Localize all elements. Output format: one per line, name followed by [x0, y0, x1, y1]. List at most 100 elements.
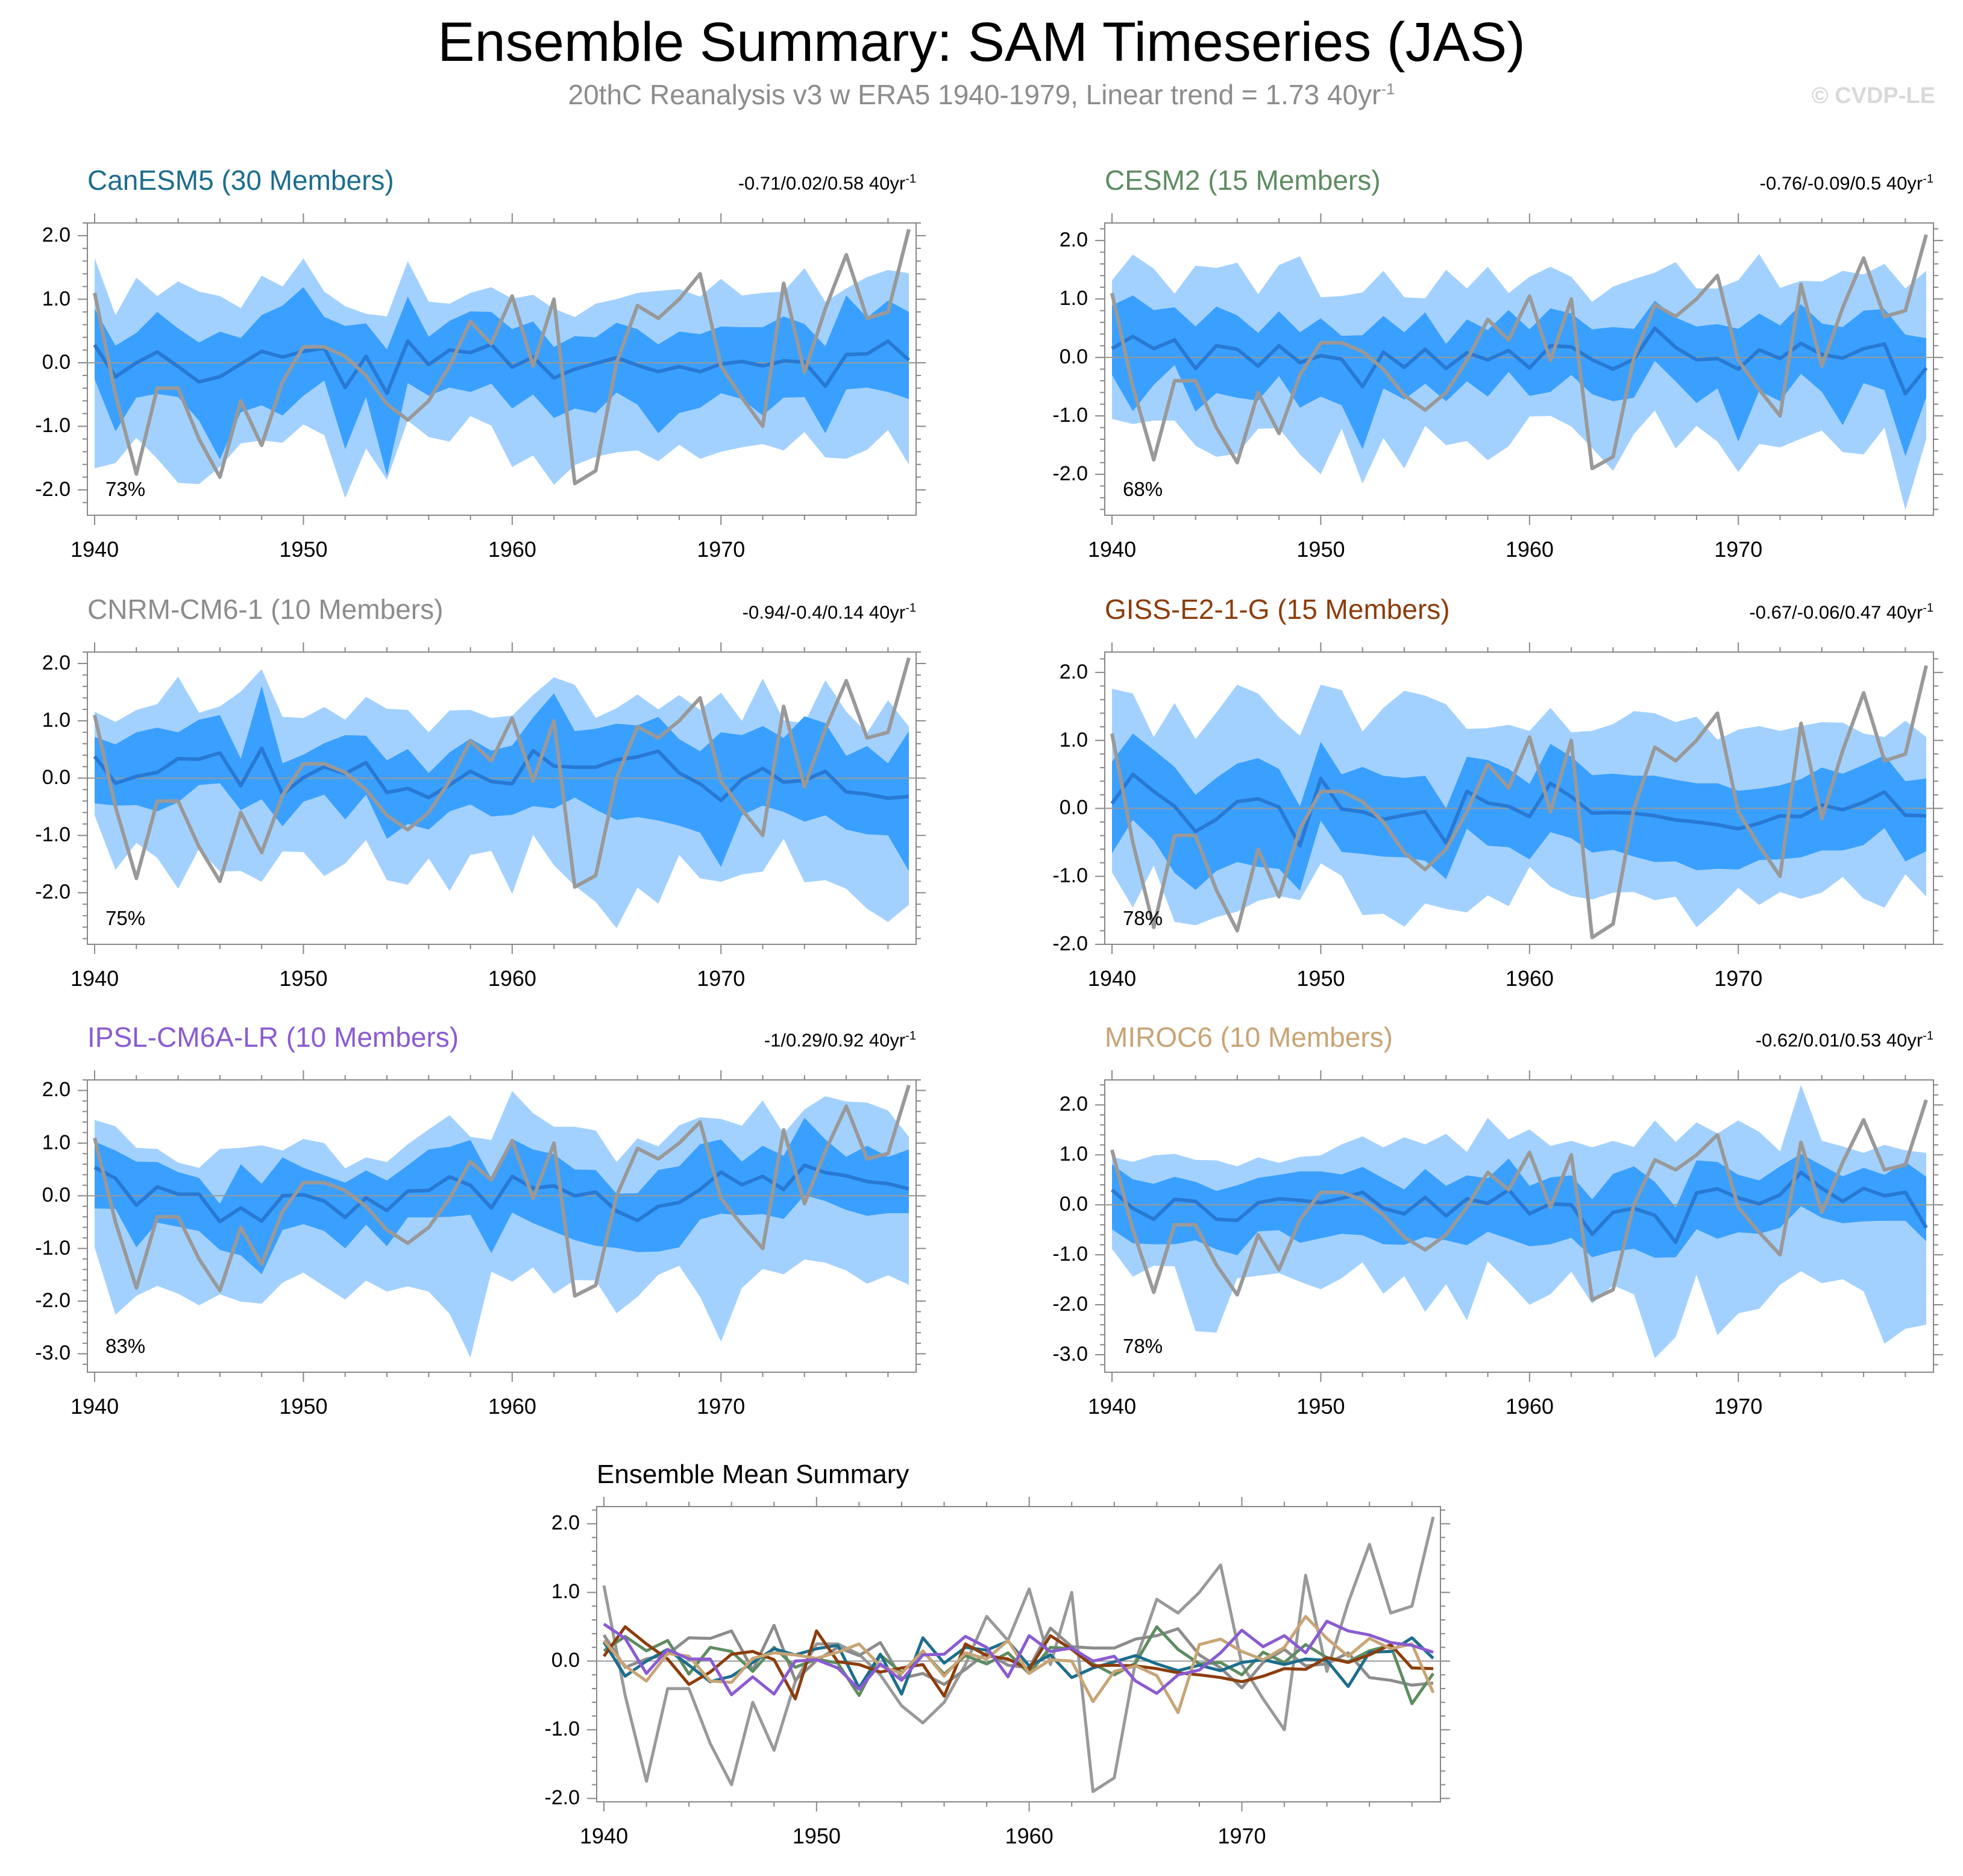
plot-frame — [87, 651, 917, 945]
trend-sup: -1 — [1923, 172, 1933, 186]
panel-percent: 75% — [105, 907, 146, 929]
x-tick-label: 1940 — [1088, 1394, 1137, 1419]
x-tick-label: 1950 — [279, 537, 328, 562]
x-tick-label: 1960 — [488, 537, 536, 562]
panel-trend-stats: -0.94/-0.4/0.14 40yr-1 — [743, 601, 916, 623]
y-tick-label: 2.0 — [42, 651, 71, 675]
y-tick-label: -3.0 — [35, 1341, 71, 1365]
inner-range-band — [1112, 295, 1926, 456]
y-tick-label: 1.0 — [1059, 287, 1088, 310]
trend-text: -0.94/-0.4/0.14 40yr — [742, 601, 906, 623]
x-tick-label: 1970 — [1714, 537, 1763, 562]
plot-frame — [1104, 1079, 1934, 1373]
y-tick-label: 2.0 — [42, 1078, 71, 1102]
figure-subtitle: 20thC Reanalysis v3 w ERA5 1940-1979, Li… — [0, 78, 1963, 111]
panel-title: CNRM-CM6-1 (10 Members) — [87, 594, 444, 625]
y-tick-label: 1.0 — [42, 287, 71, 310]
y-tick-label: 1.0 — [551, 1580, 580, 1604]
y-tick-label: -2.0 — [544, 1786, 580, 1810]
x-tick-label: 1960 — [1505, 1394, 1554, 1419]
trend-sup: -1 — [1923, 601, 1933, 615]
x-tick-label: 1970 — [697, 1394, 746, 1419]
x-tick-label: 1970 — [1714, 1394, 1763, 1419]
panel-axes-4 — [78, 1070, 926, 1382]
panel-title: MIROC6 (10 Members) — [1105, 1021, 1393, 1053]
x-tick-label: 1940 — [71, 1394, 119, 1419]
x-tick-label: 1950 — [792, 1824, 841, 1848]
trend-text: -0.62/0.01/0.53 40yr — [1755, 1029, 1923, 1051]
x-tick-label: 1950 — [279, 966, 328, 991]
x-tick-label: 1940 — [580, 1824, 629, 1848]
figure-subtitle-sup: -1 — [1381, 80, 1395, 98]
trend-text: -0.76/-0.09/0.5 40yr — [1759, 172, 1923, 194]
x-tick-label: 1950 — [279, 1394, 328, 1419]
trend-text: -1/0.29/0.92 40yr — [764, 1029, 906, 1051]
observation-line — [1110, 234, 1928, 471]
panel-percent: 78% — [1123, 907, 1163, 929]
x-tick-label: 1970 — [1217, 1824, 1266, 1848]
panel-axes-6 — [587, 1497, 1450, 1812]
trend-text: -0.71/0.02/0.58 40yr — [738, 172, 906, 194]
y-tick-label: -1.0 — [35, 1236, 71, 1260]
ensemble-mean-line — [1111, 1170, 1928, 1244]
y-tick-label: -3.0 — [1052, 1342, 1088, 1366]
y-tick-label: 2.0 — [1059, 660, 1088, 683]
x-tick-label: 1960 — [488, 1394, 536, 1419]
panel-title: IPSL-CM6A-LR (10 Members) — [87, 1021, 459, 1053]
figure-title: Ensemble Summary: SAM Timeseries (JAS) — [438, 11, 1525, 73]
ensemble-mean-line — [1110, 773, 1927, 848]
y-tick-label: -1.0 — [1052, 864, 1088, 888]
y-tick-label: 1.0 — [1059, 1143, 1088, 1166]
panel-trend-stats: -0.62/0.01/0.53 40yr-1 — [1756, 1029, 1933, 1051]
y-tick-label: 1.0 — [1059, 728, 1088, 751]
inner-range-band — [1112, 1153, 1926, 1258]
y-tick-label: 0.0 — [1059, 345, 1088, 369]
figure-subtitle-text: 20thC Reanalysis v3 w ERA5 1940-1979, Li… — [568, 79, 1381, 110]
y-tick-label: 1.0 — [42, 1131, 71, 1154]
x-tick-label: 1940 — [1088, 966, 1137, 991]
y-tick-label: -1.0 — [35, 823, 71, 847]
y-tick-label: -2.0 — [35, 1289, 71, 1313]
x-tick-label: 1970 — [697, 966, 746, 991]
panel-trend-stats: -0.67/-0.06/0.47 40yr-1 — [1749, 601, 1933, 623]
summary-title: Ensemble Mean Summary — [597, 1460, 909, 1489]
y-tick-label: -1.0 — [1052, 404, 1088, 427]
summary-line-ipsl-cm6a-lr — [603, 1619, 1434, 1696]
trend-sup: -1 — [905, 172, 916, 186]
trend-sup: -1 — [905, 601, 916, 615]
y-tick-label: -1.0 — [544, 1718, 580, 1741]
y-tick-label: -2.0 — [1052, 462, 1088, 486]
summary-line-giss-e2-1-g — [602, 1625, 1434, 1701]
y-tick-label: -2.0 — [1052, 932, 1088, 955]
panel-trend-stats: -1/0.29/0.92 40yr-1 — [764, 1029, 916, 1051]
inner-range-band — [95, 287, 909, 476]
y-tick-label: 0.0 — [1059, 796, 1088, 820]
observation-line — [93, 228, 911, 486]
x-tick-label: 1960 — [1505, 537, 1554, 562]
observation-line — [93, 657, 911, 889]
y-tick-label: 2.0 — [1059, 1093, 1088, 1116]
y-tick-label: -1.0 — [35, 414, 71, 438]
panel-axes-1 — [1095, 213, 1943, 525]
observation-line — [1110, 665, 1928, 940]
y-tick-label: 2.0 — [1059, 228, 1088, 252]
panel-trend-stats: -0.76/-0.09/0.5 40yr-1 — [1760, 172, 1933, 194]
y-tick-label: 0.0 — [1059, 1193, 1088, 1216]
plot-frame — [87, 1079, 917, 1373]
x-tick-label: 1950 — [1296, 1394, 1345, 1419]
y-tick-label: 0.0 — [551, 1649, 580, 1672]
panel-percent: 68% — [1123, 478, 1163, 500]
y-tick-label: 0.0 — [42, 766, 71, 789]
panel-axes-5 — [1095, 1070, 1943, 1382]
y-tick-label: 2.0 — [551, 1511, 580, 1535]
panel-title: CESM2 (15 Members) — [1105, 165, 1381, 196]
y-tick-label: 1.0 — [42, 709, 71, 732]
panel-axes-3 — [1095, 642, 1943, 954]
x-tick-label: 1940 — [71, 537, 119, 562]
panel-trend-stats: -0.71/0.02/0.58 40yr-1 — [738, 172, 916, 194]
x-tick-label: 1950 — [1296, 537, 1345, 562]
panel-percent: 83% — [105, 1335, 146, 1357]
y-tick-label: 0.0 — [42, 350, 71, 374]
